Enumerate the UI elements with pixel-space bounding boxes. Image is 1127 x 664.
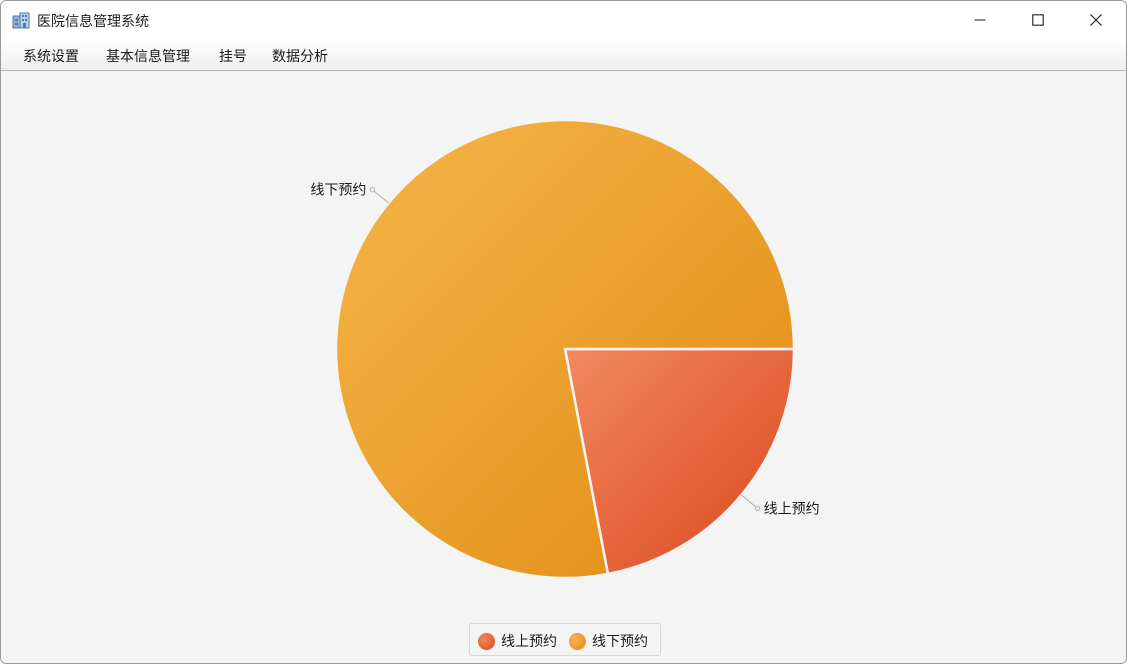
legend-label-offline: 线下预约 [592,634,648,650]
leader-line-online [741,494,758,509]
menu-data-analysis[interactable]: 数据分析 [272,49,328,65]
menu-bar: 系统设置 基本信息管理 挂号 数据分析 [1,39,1126,71]
maximize-icon [1032,14,1044,26]
chart-legend: 线上预约 线下预约 [469,623,661,656]
legend-swatch-online [478,632,495,650]
slice-label-online: 线上预约 [764,501,820,517]
legend-label-online: 线上预约 [501,634,557,650]
minimize-button[interactable] [951,1,1009,39]
title-bar: 医院信息管理系统 [1,1,1126,39]
legend-item-online: 线上预约 [478,631,557,651]
slice-label-offline: 线下预约 [310,183,366,199]
chart-area: 线上预约 线下预约 线上预约 线下预约 [1,71,1126,663]
hospital-building-icon [12,11,30,29]
menu-basic-info[interactable]: 基本信息管理 [106,49,190,65]
legend-swatch-offline [569,632,586,650]
maximize-button[interactable] [1009,1,1067,39]
menu-registration[interactable]: 挂号 [219,49,247,65]
leader-line-offline [372,189,389,204]
close-button[interactable] [1067,1,1125,39]
leader-dot-online [754,505,761,512]
leader-dot-offline [369,186,376,193]
close-icon [1090,14,1102,26]
pie-slice-offline [334,118,796,580]
legend-item-offline: 线下预约 [569,631,648,651]
pie-chart: 线上预约 线下预约 [310,118,820,580]
menu-system-settings[interactable]: 系统设置 [23,49,79,65]
window-title: 医院信息管理系统 [37,14,149,30]
minimize-icon [974,19,986,21]
